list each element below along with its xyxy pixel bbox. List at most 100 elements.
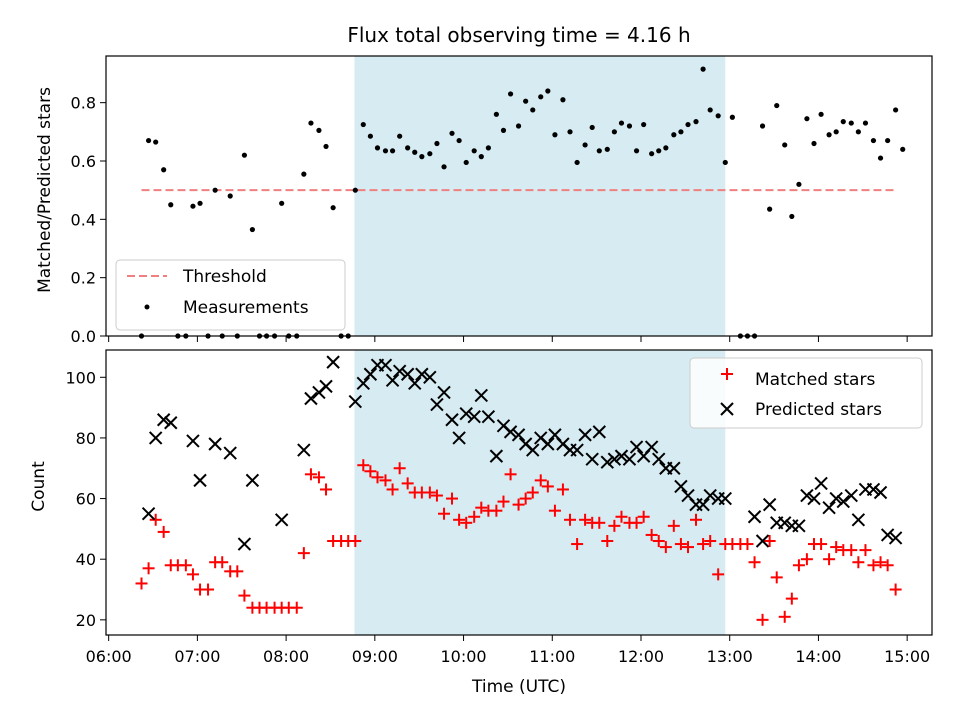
ratio-legend-box: [115, 259, 346, 331]
matched-point: [748, 556, 761, 569]
y-tick-label: 0.4: [71, 210, 96, 229]
measurement-point: [767, 206, 773, 212]
matched-point: [349, 535, 362, 548]
measurement-point: [197, 200, 203, 206]
measurement-point: [405, 145, 411, 151]
x-tick-label: 14:00: [795, 647, 841, 666]
ratio-panel: 0.00.20.40.60.8 Matched/Predicted stars …: [35, 55, 933, 346]
matched-point: [712, 568, 725, 581]
matched-point: [874, 556, 887, 569]
measurement-point: [545, 88, 551, 94]
predicted-point: [423, 370, 437, 384]
matched-point: [615, 510, 628, 523]
matched-point: [697, 538, 710, 551]
predicted-point: [467, 409, 481, 424]
measurement-point: [241, 152, 248, 158]
measurement-point: [374, 145, 381, 151]
matched-point: [179, 559, 192, 572]
predicted-stars-points: [141, 355, 903, 551]
predicted-point: [223, 446, 237, 460]
legend-predicted-label: Predicted stars: [755, 400, 882, 420]
predicted-point: [696, 497, 710, 512]
matched-stars-points: [135, 459, 902, 626]
measurement-point: [656, 148, 662, 154]
predicted-point: [888, 531, 903, 545]
measurement-point: [212, 187, 218, 193]
y-tick-label: 60: [76, 490, 96, 509]
matched-point: [579, 513, 592, 526]
predicted-point: [164, 416, 178, 430]
matched-point: [630, 516, 643, 529]
measurement-point: [478, 154, 484, 160]
count-legend-box: [689, 357, 923, 429]
measurement-point: [848, 120, 854, 126]
x-axis-label: Time (UTC): [471, 677, 566, 697]
matched-point: [497, 495, 510, 508]
measurement-point: [308, 120, 314, 126]
matched-point: [379, 474, 392, 487]
matched-point: [290, 601, 303, 614]
measurement-point: [279, 200, 285, 206]
matched-point: [519, 492, 532, 505]
ratio-legend: Threshold Measurements: [115, 259, 346, 331]
predicted-point: [297, 443, 311, 457]
matched-point: [859, 544, 872, 557]
predicted-point: [644, 440, 659, 454]
measurement-point: [833, 129, 839, 135]
matched-point: [297, 547, 310, 560]
measurement-point: [419, 154, 425, 160]
matched-point: [704, 535, 717, 548]
predicted-point: [363, 367, 378, 381]
measurement-point: [789, 213, 795, 220]
x-tick-label: 15:00: [884, 647, 930, 666]
ratio-x-ticks: [108, 336, 908, 342]
matched-point: [357, 459, 370, 472]
matched-point: [216, 556, 229, 569]
matched-point: [756, 613, 769, 626]
matched-point: [453, 513, 466, 526]
predicted-point: [245, 473, 260, 488]
matched-point: [637, 510, 650, 523]
matched-point: [135, 577, 148, 590]
matched-point: [815, 538, 828, 551]
measurement-point: [693, 119, 699, 125]
y-tick-label: 0.0: [71, 327, 96, 346]
matched-point: [364, 465, 377, 478]
measurement-point: [552, 132, 558, 138]
matched-point: [186, 568, 199, 581]
predicted-point: [851, 513, 866, 527]
predicted-point: [652, 452, 666, 466]
measurement-point: [161, 167, 167, 173]
predicted-point: [600, 455, 614, 469]
y-tick-label: 0.8: [71, 94, 96, 113]
matched-point: [312, 471, 325, 484]
observing-window-band: [354, 56, 726, 336]
matched-point: [468, 510, 481, 523]
predicted-point: [585, 452, 599, 466]
measurement-point: [301, 171, 307, 177]
measurement-point: [893, 107, 899, 113]
matched-point: [490, 504, 503, 517]
measurement-point: [323, 143, 329, 150]
measurement-point: [818, 111, 824, 117]
measurement-point: [729, 114, 735, 120]
predicted-point: [667, 461, 681, 475]
matched-point: [741, 538, 754, 551]
predicted-point: [489, 449, 504, 463]
predicted-point: [415, 367, 429, 381]
matched-point: [446, 492, 459, 505]
measurement-point: [449, 130, 455, 136]
matched-point: [674, 538, 687, 551]
predicted-point: [304, 391, 318, 406]
predicted-point: [541, 437, 555, 451]
predicted-point: [629, 440, 644, 454]
predicted-point: [208, 437, 222, 451]
measurement-point: [560, 97, 566, 103]
measurement-point: [412, 149, 418, 155]
measurement-point: [145, 137, 152, 144]
matched-point: [231, 565, 244, 578]
matched-point: [564, 513, 577, 526]
x-tick-label: 08:00: [263, 647, 309, 666]
matched-point: [845, 544, 858, 557]
measurement-point: [796, 181, 802, 187]
